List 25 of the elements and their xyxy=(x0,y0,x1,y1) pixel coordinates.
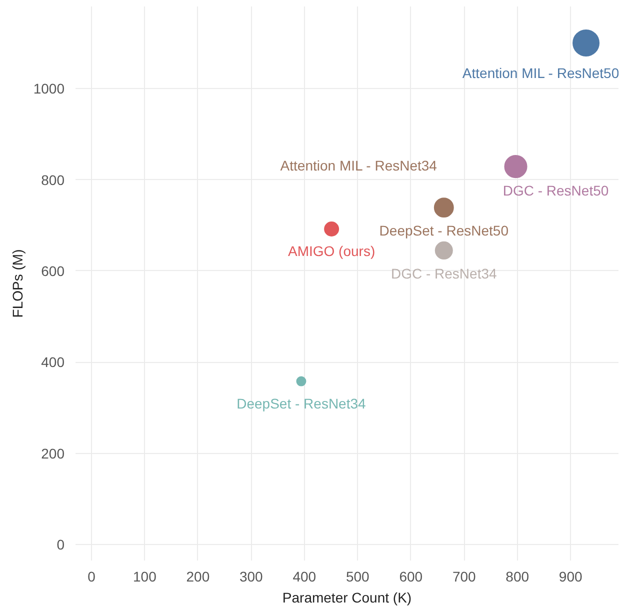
x-tick-label: 300 xyxy=(239,568,264,584)
annotation: Attention MIL - ResNet34 xyxy=(280,158,438,174)
y-tick-label: 0 xyxy=(56,536,65,553)
series-label: DeepSet - ResNet34 xyxy=(236,395,366,412)
series-label: Attention MIL - ResNet50 xyxy=(462,64,620,81)
x-tick-label: 400 xyxy=(292,568,316,584)
series-label: DGC - ResNet50 xyxy=(502,182,609,199)
y-tick-label: 600 xyxy=(41,262,65,279)
x-tick-label: 500 xyxy=(346,568,370,584)
x-tick-label: 600 xyxy=(399,568,423,584)
y-tick-label: 200 xyxy=(41,445,65,462)
y-axis-title: FLOPs (M) xyxy=(9,249,26,318)
series-label: DGC - ResNet34 xyxy=(390,265,498,282)
series-label: DeepSet - ResNet50 xyxy=(379,222,509,239)
x-tick-label: 100 xyxy=(133,568,157,584)
series-label: AMIGO (ours) xyxy=(288,243,376,260)
y-tick-label: 400 xyxy=(41,354,65,370)
x-tick-label: 700 xyxy=(452,568,476,584)
y-tick-label: 800 xyxy=(41,172,65,188)
x-axis-title: Parameter Count (K) xyxy=(282,590,412,606)
y-tick-label: 1000 xyxy=(33,80,65,97)
x-tick-label: 0 xyxy=(88,568,96,584)
x-tick-label: 900 xyxy=(558,568,582,584)
x-tick-label: 800 xyxy=(506,568,530,584)
x-tick-label: 200 xyxy=(186,568,210,584)
